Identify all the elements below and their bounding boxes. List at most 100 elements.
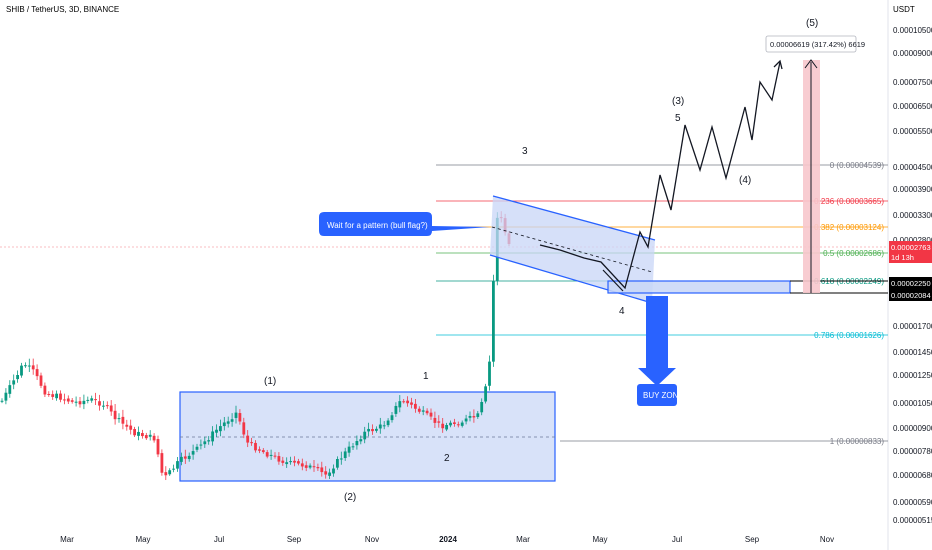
y-tick-label: 0.00000780 <box>893 447 932 456</box>
candle-body <box>66 398 70 402</box>
candle-body <box>351 446 355 448</box>
candle-body <box>187 455 191 460</box>
candle-body <box>141 433 144 437</box>
candle-body <box>59 393 62 400</box>
wave-label-1-major: (1) <box>264 376 276 387</box>
x-tick-label: May <box>592 535 607 544</box>
price-tag <box>889 277 932 289</box>
candle-body <box>464 418 468 422</box>
consolidation-box[interactable] <box>179 391 556 482</box>
y-tick-label: 0.00000900 <box>893 424 932 433</box>
x-tick-label: Mar <box>516 535 530 544</box>
wave-label-3-major: (3) <box>672 96 684 107</box>
buy-zone-box[interactable] <box>607 280 791 294</box>
candle-body <box>98 401 101 406</box>
price-tag <box>889 241 932 263</box>
y-tick-label: 0.00007500 <box>893 78 932 87</box>
candle-body <box>125 424 129 427</box>
y-tick-label: 0.00001250 <box>893 371 932 380</box>
candle-body <box>254 442 257 451</box>
candle-body <box>176 461 179 469</box>
price-axis[interactable]: 0.00010500 0.00009000 0.00007500 0.00006500… <box>893 26 932 525</box>
candle-body <box>417 408 421 412</box>
candle-body <box>183 456 187 459</box>
candlestick-series <box>0 211 511 481</box>
candle-body <box>324 471 328 475</box>
candle-body <box>156 439 160 455</box>
fib-label: 0.382 (0.00003124) <box>814 223 884 232</box>
price-range-arrowhead <box>804 59 818 69</box>
x-tick-label: Nov <box>365 535 379 544</box>
price-tag-label: 0.00002763 <box>891 243 931 252</box>
candle-body <box>406 400 409 404</box>
candle-body <box>238 413 242 422</box>
candle-body <box>402 401 406 403</box>
candle-body <box>199 444 203 446</box>
candle-body <box>144 435 148 439</box>
y-tick-label: 0.00006500 <box>893 102 932 111</box>
candle-body <box>258 449 261 451</box>
candle-body <box>484 386 487 402</box>
candle-body <box>386 420 390 426</box>
x-tick-label: Mar <box>60 535 74 544</box>
x-tick-label: Sep <box>745 535 760 544</box>
fib-label: 0.786 (0.00001626) <box>814 331 884 340</box>
candle-body <box>437 421 441 423</box>
x-tick-label: Nov <box>820 535 834 544</box>
wave-label-2: 2 <box>444 453 450 464</box>
wave-label-3: 3 <box>522 146 528 157</box>
wave-label-4: 4 <box>619 306 625 317</box>
callout-bubble <box>319 212 490 236</box>
candle-body <box>4 392 8 401</box>
candle-body <box>382 425 386 427</box>
candle-body <box>289 461 292 463</box>
candle-body <box>102 405 105 407</box>
candle-body <box>476 413 480 417</box>
x-tick-label: Jul <box>214 535 224 544</box>
candle-body <box>78 401 82 405</box>
candle-body <box>242 422 246 435</box>
y-tick-label: 0.00001450 <box>893 348 932 357</box>
candle-body <box>250 442 253 444</box>
candle-body <box>367 428 370 432</box>
candle-body <box>246 435 250 443</box>
candle-body <box>468 415 472 418</box>
candle-body <box>24 365 27 367</box>
time-axis[interactable]: Mar May Jul Sep Nov 2024 Mar May Jul Sep Nov <box>60 535 834 544</box>
wave-label-1: 1 <box>423 371 429 382</box>
price-tag-label: 0.00002084 <box>891 291 931 300</box>
candle-body <box>398 401 402 408</box>
candle-body <box>375 428 378 431</box>
flag-midline <box>491 226 653 273</box>
candle-body <box>320 467 324 473</box>
candle-body <box>312 466 316 468</box>
flag-lower-line <box>489 254 653 304</box>
candle-body <box>480 402 484 413</box>
buy-zone-label: BUY ZONE <box>643 391 684 400</box>
buy-zone-arrow <box>638 296 676 386</box>
candle-body <box>456 424 460 426</box>
candle-body <box>8 385 12 394</box>
candle-body <box>355 441 359 446</box>
y-tick-label: 0.00003900 <box>893 185 932 194</box>
candle-body <box>20 365 23 376</box>
measure-label-box <box>765 35 857 53</box>
candle-body <box>129 425 133 430</box>
x-tick-label: Jul <box>672 535 682 544</box>
candle-body <box>51 394 55 397</box>
fib-label: 0 (0.00004539) <box>830 161 885 170</box>
candle-body <box>82 400 86 405</box>
candle-body <box>339 458 343 460</box>
candle-body <box>16 375 19 380</box>
symbol-title: SHIB / TetherUS, 3D, BINANCE <box>6 5 119 14</box>
candle-body <box>441 423 445 429</box>
currency-label: USDT <box>893 5 915 14</box>
candle-body <box>195 446 199 450</box>
candle-body <box>265 452 269 457</box>
candle-body <box>429 412 433 417</box>
fib-label: 1 (0.00000833) <box>830 437 885 446</box>
candle-body <box>261 450 265 453</box>
candle-body <box>31 365 35 370</box>
candle-body <box>90 398 94 401</box>
